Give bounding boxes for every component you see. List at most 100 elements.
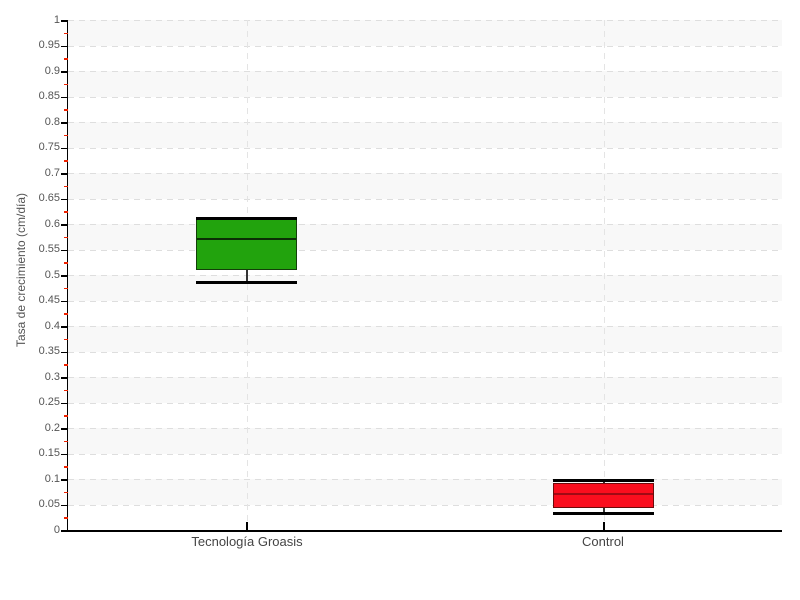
y-major-tick <box>61 96 67 98</box>
whisker-lower-cap-control <box>553 512 654 516</box>
h-gridline <box>68 504 782 506</box>
y-tick-label: 0.35 <box>38 345 60 357</box>
y-tick-label: 0.6 <box>44 217 60 230</box>
h-gridline <box>68 300 782 302</box>
y-minor-tick <box>64 389 68 392</box>
box-groasis <box>196 218 297 270</box>
y-minor-tick <box>64 185 68 188</box>
y-minor-tick <box>64 466 68 468</box>
y-tick-label: 0.95 <box>38 39 60 51</box>
h-gridline <box>68 402 782 404</box>
y-major-tick <box>61 402 67 404</box>
y-minor-tick <box>64 338 68 341</box>
alt-band <box>68 20 782 46</box>
y-axis-line <box>67 20 68 531</box>
whisker-lower-cap-groasis <box>196 280 297 284</box>
y-minor-tick <box>64 134 68 137</box>
y-major-tick <box>61 428 67 430</box>
whisker-lower-stem-control <box>602 507 605 514</box>
h-gridline <box>68 326 782 327</box>
y-minor-tick <box>64 287 68 290</box>
h-gridline <box>68 147 782 149</box>
y-major-tick <box>61 198 67 200</box>
h-gridline <box>68 249 782 251</box>
h-gridline <box>68 96 782 98</box>
x-axis-line <box>67 530 782 532</box>
h-gridline <box>68 71 782 72</box>
y-tick-label: 0.3 <box>44 370 60 383</box>
h-gridline <box>68 122 782 123</box>
y-tick-label: 0.45 <box>38 294 60 306</box>
y-major-tick <box>61 147 67 149</box>
y-minor-tick <box>64 211 68 213</box>
x-tick <box>245 522 248 531</box>
median-line-control <box>554 493 653 496</box>
y-tick-label: 0.4 <box>44 319 60 332</box>
y-minor-tick <box>64 491 68 494</box>
y-major-tick <box>61 249 67 251</box>
y-tick-label: 1 <box>53 13 60 26</box>
whisker-upper-cap-control <box>553 478 654 482</box>
alt-band <box>68 224 782 250</box>
y-major-tick <box>61 300 67 302</box>
y-tick-label: 0.85 <box>38 90 60 102</box>
y-major-tick <box>61 275 67 277</box>
y-tick-label: 0.8 <box>44 115 60 128</box>
y-major-tick <box>61 504 67 506</box>
h-gridline <box>68 45 782 47</box>
y-tick-label: 0.5 <box>44 268 60 281</box>
y-minor-tick <box>64 160 68 162</box>
x-tick <box>602 522 605 531</box>
alt-band <box>68 428 782 454</box>
y-major-tick <box>61 377 67 379</box>
y-major-tick <box>61 71 67 73</box>
y-tick-label: 0 <box>53 523 60 536</box>
alt-band <box>68 326 782 352</box>
h-gridline <box>68 351 782 353</box>
alt-band <box>68 122 782 148</box>
y-tick-label: 0.2 <box>44 421 60 434</box>
alt-band <box>68 173 782 199</box>
y-major-tick <box>61 453 67 455</box>
h-gridline <box>68 224 782 225</box>
x-axis-label-control: Control <box>582 534 624 549</box>
v-gridline <box>603 20 605 530</box>
h-gridline <box>68 377 782 378</box>
y-tick-label: 0.9 <box>44 64 60 77</box>
y-tick-label: 0.55 <box>38 243 60 255</box>
y-minor-tick <box>64 32 68 35</box>
alt-band <box>68 71 782 97</box>
y-minor-tick <box>64 262 68 264</box>
y-minor-tick <box>64 83 68 86</box>
h-gridline <box>68 453 782 455</box>
whisker-lower-stem-groasis <box>245 269 248 283</box>
alt-band <box>68 377 782 403</box>
y-minor-tick <box>64 440 68 443</box>
y-tick-label: 0.75 <box>38 141 60 153</box>
y-major-tick <box>61 326 67 328</box>
y-major-tick <box>61 224 67 226</box>
y-major-tick <box>61 20 67 22</box>
median-line-groasis <box>197 238 296 241</box>
y-minor-tick <box>64 415 68 417</box>
y-minor-tick <box>64 313 68 315</box>
h-gridline <box>68 479 782 480</box>
alt-band <box>68 275 782 301</box>
y-minor-tick <box>64 58 68 60</box>
h-gridline <box>68 173 782 174</box>
y-minor-tick <box>64 109 68 111</box>
alt-band <box>68 479 782 505</box>
y-major-tick <box>61 530 67 532</box>
y-major-tick <box>61 351 67 353</box>
y-major-tick <box>61 479 67 481</box>
y-tick-label: 0.15 <box>38 447 60 459</box>
y-minor-tick <box>64 236 68 239</box>
y-major-tick <box>61 173 67 175</box>
y-tick-label: 0.1 <box>44 472 60 485</box>
h-gridline <box>68 20 782 21</box>
y-tick-label: 0.65 <box>38 192 60 204</box>
x-axis-label-groasis: Tecnología Groasis <box>191 534 303 549</box>
h-gridline <box>68 198 782 200</box>
y-minor-tick <box>64 517 68 519</box>
